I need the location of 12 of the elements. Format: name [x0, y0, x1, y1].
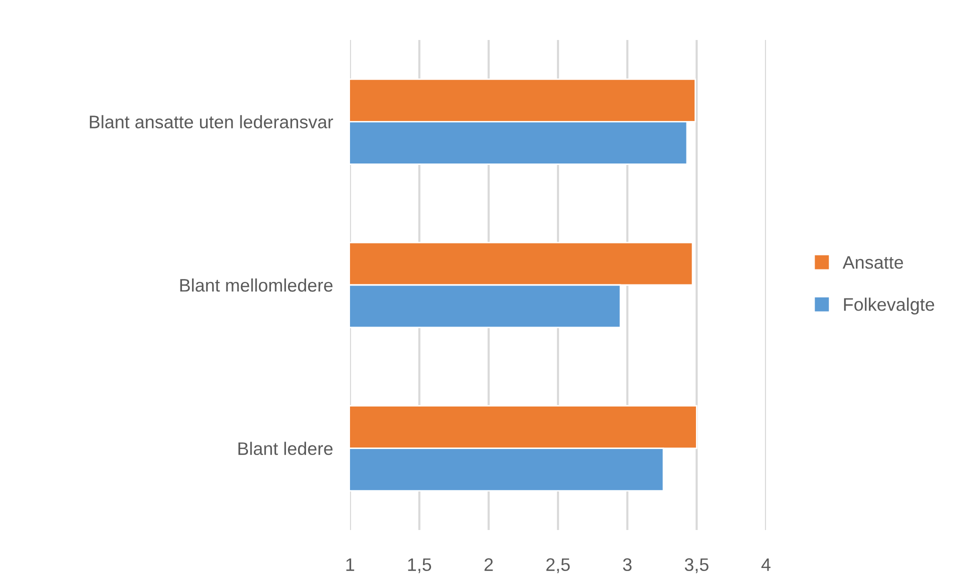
y-tick-label: Blant mellomledere — [180, 278, 333, 292]
x-tick-label: 2,5 — [546, 558, 570, 574]
x-tick-label: 4 — [761, 558, 770, 571]
y-tick-label: Blant ansatte uten lederansvar — [90, 115, 334, 128]
y-tick-label: Blant ledere — [238, 442, 333, 456]
x-tick-label: 1 — [346, 558, 354, 571]
x-tick-label: 3,5 — [684, 558, 708, 574]
legend-label: Ansatte — [842, 256, 904, 269]
x-tick-label: 3 — [623, 558, 632, 572]
legend-label: Folkevalgte — [844, 298, 934, 314]
x-tick-label: 2 — [484, 558, 493, 571]
x-tick-label: 1,5 — [408, 558, 432, 574]
